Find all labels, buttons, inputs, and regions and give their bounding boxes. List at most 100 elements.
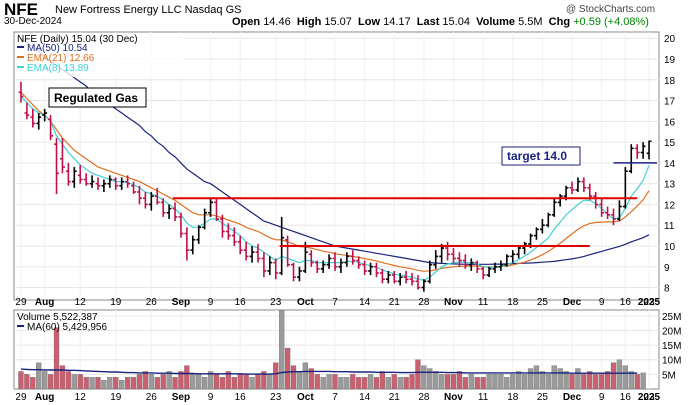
price-y-tick: 19 xyxy=(664,55,676,66)
volume-bar xyxy=(130,377,137,390)
volume-bar xyxy=(255,374,261,390)
price-y-tick: 12 xyxy=(664,200,676,211)
volume-bar xyxy=(640,372,646,390)
volume-x-tick: 29 xyxy=(15,392,27,403)
price-x-tick: 16 xyxy=(235,297,247,308)
ohlc-bar xyxy=(24,102,30,120)
volume-bar xyxy=(367,374,374,390)
ohlc-bar xyxy=(190,235,196,255)
ohlc-bar xyxy=(196,225,202,244)
volume-bar xyxy=(616,359,623,390)
price-x-tick: Sep xyxy=(172,297,190,308)
volume-bar xyxy=(385,377,391,390)
volume-bar xyxy=(628,371,634,390)
volume-bar xyxy=(47,374,54,390)
ohlc-bar xyxy=(273,258,279,280)
ohlc-bar xyxy=(95,177,101,190)
volume-y-tick: 5M xyxy=(662,370,676,381)
volume-bar xyxy=(296,371,303,390)
volume-bar xyxy=(107,377,113,390)
volume-bar xyxy=(314,374,320,390)
volume-x-tick: 21 xyxy=(389,392,401,403)
ticker-symbol: NFE xyxy=(4,0,38,19)
company-name: New Fortress Energy LLC Nasdaq GS xyxy=(55,4,241,16)
ohlc-bar xyxy=(308,250,314,267)
volume-x-tick: 18 xyxy=(507,392,519,403)
ohlc-bar xyxy=(261,252,267,278)
volume-x-tick: Oct xyxy=(297,392,314,403)
ohlc-bar xyxy=(634,144,640,159)
ohlc-bar xyxy=(368,262,373,276)
price-y-tick: 10 xyxy=(664,242,676,253)
price-x-tick: 18 xyxy=(507,297,519,308)
chg-value: +0.59 (+4.08%) xyxy=(573,16,649,28)
volume-x-tick: Sep xyxy=(172,392,190,403)
ohlc-bar xyxy=(338,258,344,273)
price-x-tick: 25 xyxy=(537,297,549,308)
volume-bar xyxy=(42,371,48,390)
ohlc-bar xyxy=(617,200,622,222)
low-label: Low xyxy=(358,16,381,28)
volume-bar xyxy=(551,365,557,390)
volume-bar xyxy=(89,377,95,390)
ohlc-bar xyxy=(285,235,290,267)
volume-bar xyxy=(379,371,386,390)
ohlc-bar xyxy=(451,248,456,263)
ohlc-bar xyxy=(551,198,557,217)
ohlc-bar xyxy=(403,270,409,284)
volume-bar xyxy=(521,374,528,390)
volume-bar xyxy=(59,365,66,390)
ohlc-bar xyxy=(510,250,516,263)
price-y-tick: 14 xyxy=(664,159,676,170)
volume-bar xyxy=(273,362,279,390)
ohlc-bar xyxy=(646,140,652,160)
ohlc-bar xyxy=(380,268,385,284)
ohlc-bar xyxy=(249,245,255,263)
volume-bar xyxy=(527,368,534,390)
ohlc-bar xyxy=(65,162,71,186)
price-x-tick: 7 xyxy=(332,297,338,308)
volume-bar xyxy=(391,374,397,390)
ohlc-bar xyxy=(498,260,504,271)
price-x-tick: 11 xyxy=(478,297,489,308)
ohlc-bar xyxy=(611,208,616,226)
volume-x-tick: Nov xyxy=(444,392,463,403)
volume-bar xyxy=(409,374,415,390)
ohlc-bar xyxy=(18,81,24,103)
ohlc-bar xyxy=(148,191,154,211)
high-value: 15.07 xyxy=(324,16,352,28)
volume-x-tick: 2025 xyxy=(638,392,661,403)
ohlc-bar xyxy=(30,108,36,128)
ohlc-bar xyxy=(101,179,107,192)
ohlc-bar xyxy=(166,204,172,219)
ohlc-bar xyxy=(77,164,83,184)
ohlc-bar xyxy=(178,212,184,238)
regulated-gas-label: Regulated Gas xyxy=(54,91,138,105)
volume-bar xyxy=(474,377,480,390)
ohlc-bar xyxy=(119,177,125,190)
ohlc-bar xyxy=(486,266,492,278)
ohlc-bar xyxy=(557,194,563,207)
volume-bar xyxy=(444,374,451,390)
volume-x-tick: 28 xyxy=(418,392,430,403)
volume-x-tick: 26 xyxy=(146,392,158,403)
ohlc-bar xyxy=(445,241,450,261)
volume-bar xyxy=(18,371,24,390)
price-y-tick: 16 xyxy=(664,117,676,128)
last-value: 15.04 xyxy=(442,16,470,28)
volume-x-tick: Aug xyxy=(35,392,54,403)
volume-bar xyxy=(504,377,510,390)
ohlc-bar xyxy=(214,198,219,222)
ohlc-bar xyxy=(36,113,42,130)
ohlc-bar xyxy=(457,252,462,267)
volume-bar xyxy=(450,374,457,390)
open-label: Open xyxy=(232,16,261,28)
volume-bar xyxy=(207,371,214,390)
quote-summary: Open 14.46 High 15.07 Low 14.17 Last 15.… xyxy=(232,16,649,28)
volume-bar xyxy=(634,374,640,390)
volume-bar xyxy=(492,374,498,390)
volume-bar xyxy=(403,377,409,390)
volume-x-tick: 14 xyxy=(359,392,371,403)
volume-bar xyxy=(249,377,255,390)
